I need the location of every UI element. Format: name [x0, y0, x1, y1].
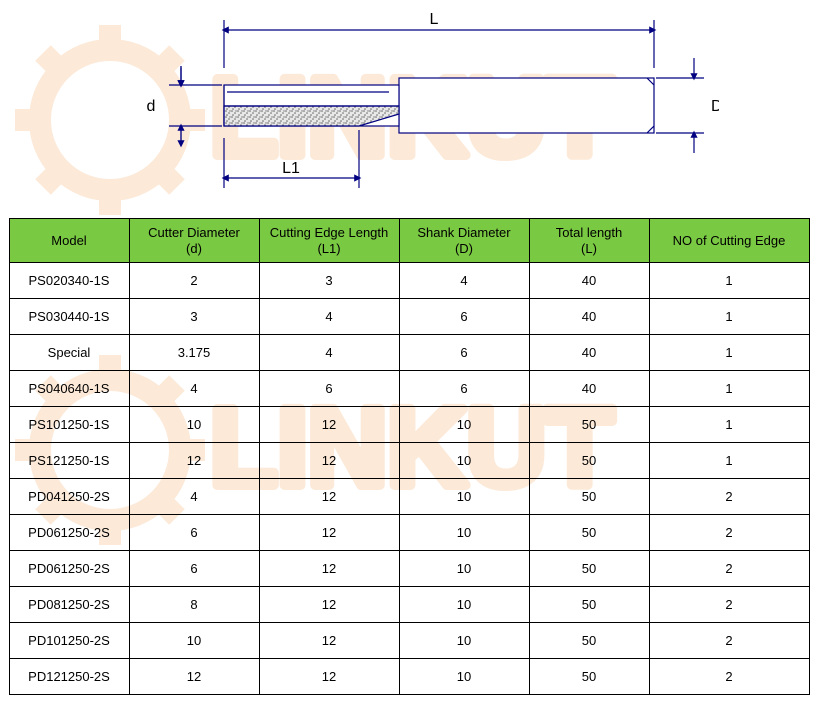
table-cell: 40	[529, 263, 649, 299]
table-cell: 50	[529, 587, 649, 623]
table-cell: PD121250-2S	[9, 659, 129, 695]
table-cell: PD061250-2S	[9, 551, 129, 587]
table-cell: Special	[9, 335, 129, 371]
table-cell: 12	[259, 587, 399, 623]
col-header-edges: NO of Cutting Edge	[649, 219, 809, 263]
table-cell: 12	[259, 551, 399, 587]
table-cell: 6	[129, 515, 259, 551]
table-cell: 12	[129, 443, 259, 479]
table-cell: 3.175	[129, 335, 259, 371]
table-cell: 12	[259, 515, 399, 551]
table-cell: 4	[259, 299, 399, 335]
diagram-label-d: d	[147, 98, 156, 115]
table-cell: 12	[259, 659, 399, 695]
table-cell: 1	[649, 371, 809, 407]
table-cell: 2	[649, 515, 809, 551]
table-cell: 12	[129, 659, 259, 695]
table-cell: 12	[259, 407, 399, 443]
table-cell: 1	[649, 263, 809, 299]
table-cell: 50	[529, 551, 649, 587]
spec-table: Model Cutter Diameter(d) Cutting Edge Le…	[9, 218, 810, 695]
table-cell: 2	[649, 659, 809, 695]
table-cell: 10	[399, 407, 529, 443]
table-row: PS020340-1S234401	[9, 263, 809, 299]
table-cell: PS040640-1S	[9, 371, 129, 407]
table-cell: 10	[129, 623, 259, 659]
table-row: PD101250-2S101210502	[9, 623, 809, 659]
table-cell: PD061250-2S	[9, 515, 129, 551]
table-cell: PD041250-2S	[9, 479, 129, 515]
diagram-label-D: D	[711, 98, 719, 115]
table-cell: 10	[399, 551, 529, 587]
table-row: PS101250-1S101210501	[9, 407, 809, 443]
table-cell: 4	[259, 335, 399, 371]
table-cell: 1	[649, 407, 809, 443]
table-cell: 6	[129, 551, 259, 587]
table-cell: PS030440-1S	[9, 299, 129, 335]
col-header-D: Shank Diameter(D)	[399, 219, 529, 263]
table-row: PS040640-1S466401	[9, 371, 809, 407]
page-content: L	[0, 0, 818, 695]
technical-diagram: L	[8, 0, 810, 218]
table-cell: 1	[649, 299, 809, 335]
table-row: PD081250-2S81210502	[9, 587, 809, 623]
table-cell: 2	[129, 263, 259, 299]
col-header-L: Total length(L)	[529, 219, 649, 263]
table-row: PD041250-2S41210502	[9, 479, 809, 515]
table-row: PS121250-1S121210501	[9, 443, 809, 479]
table-cell: 1	[649, 335, 809, 371]
table-row: PD061250-2S61210502	[9, 551, 809, 587]
table-cell: 6	[259, 371, 399, 407]
table-cell: 10	[399, 443, 529, 479]
table-cell: 40	[529, 371, 649, 407]
table-cell: 12	[259, 623, 399, 659]
table-cell: 2	[649, 479, 809, 515]
table-cell: 10	[399, 659, 529, 695]
table-cell: 4	[129, 479, 259, 515]
table-cell: 6	[399, 299, 529, 335]
table-cell: 50	[529, 407, 649, 443]
col-header-d: Cutter Diameter(d)	[129, 219, 259, 263]
table-row: PD121250-2S121210502	[9, 659, 809, 695]
table-cell: PS121250-1S	[9, 443, 129, 479]
table-cell: 1	[649, 443, 809, 479]
table-cell: 12	[259, 443, 399, 479]
table-cell: 12	[259, 479, 399, 515]
col-header-model: Model	[9, 219, 129, 263]
table-cell: 10	[399, 515, 529, 551]
table-cell: 6	[399, 335, 529, 371]
table-cell: 3	[259, 263, 399, 299]
table-cell: 3	[129, 299, 259, 335]
table-cell: 6	[399, 371, 529, 407]
table-cell: 50	[529, 443, 649, 479]
table-cell: 4	[399, 263, 529, 299]
table-cell: 40	[529, 335, 649, 371]
table-header-row: Model Cutter Diameter(d) Cutting Edge Le…	[9, 219, 809, 263]
table-cell: PS020340-1S	[9, 263, 129, 299]
table-cell: 10	[399, 479, 529, 515]
table-cell: 50	[529, 515, 649, 551]
table-cell: 8	[129, 587, 259, 623]
table-cell: 40	[529, 299, 649, 335]
table-cell: 50	[529, 479, 649, 515]
table-row: PS030440-1S346401	[9, 299, 809, 335]
diagram-label-L: L	[430, 11, 439, 28]
table-row: PD061250-2S61210502	[9, 515, 809, 551]
table-cell: 10	[129, 407, 259, 443]
table-cell: 10	[399, 623, 529, 659]
table-cell: PS101250-1S	[9, 407, 129, 443]
table-cell: 50	[529, 659, 649, 695]
table-cell: 2	[649, 587, 809, 623]
table-cell: 10	[399, 587, 529, 623]
table-row: Special3.17546401	[9, 335, 809, 371]
table-cell: PD101250-2S	[9, 623, 129, 659]
col-header-l1: Cutting Edge Length(L1)	[259, 219, 399, 263]
table-cell: PD081250-2S	[9, 587, 129, 623]
table-cell: 2	[649, 551, 809, 587]
table-cell: 50	[529, 623, 649, 659]
diagram-label-L1: L1	[282, 160, 300, 177]
table-cell: 4	[129, 371, 259, 407]
table-cell: 2	[649, 623, 809, 659]
